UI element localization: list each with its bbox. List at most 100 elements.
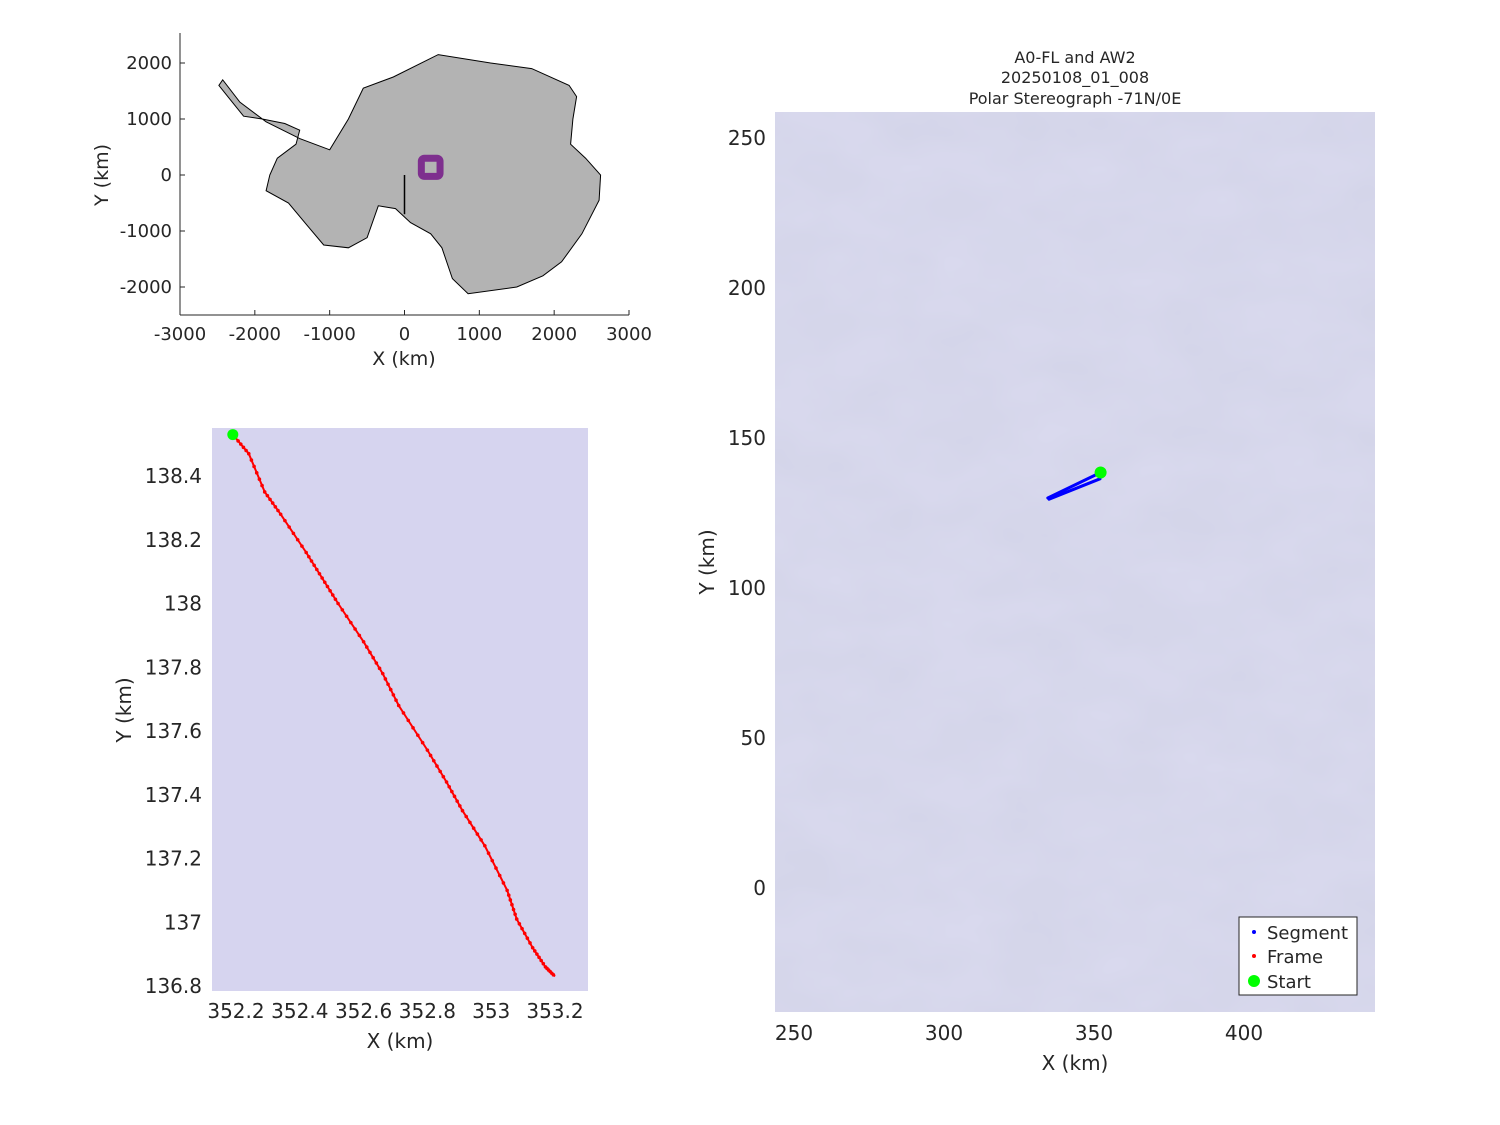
y-ticks: 250 200 150 100 50 0 <box>728 126 766 900</box>
y-tick-label: -1000 <box>120 221 172 242</box>
frame-point <box>368 650 372 655</box>
frame-point <box>438 769 442 774</box>
legend-start-label: Start <box>1267 972 1311 993</box>
frame-point <box>340 608 345 612</box>
frame-point <box>551 973 556 977</box>
y-tick-label: 250 <box>728 126 766 150</box>
x-tick-label: 350 <box>1075 1021 1113 1045</box>
chart-title: A0-FL and AW2 <box>1014 48 1135 67</box>
y-tick-label: 136.8 <box>145 974 202 998</box>
x-tick-label: -3000 <box>154 324 206 345</box>
context-map-panel: 250 300 350 400 250 200 150 100 50 0 A0-FL and A… <box>695 48 1375 1075</box>
frame-point <box>312 563 316 568</box>
y-tick-label: 137.6 <box>145 719 202 743</box>
frame-point <box>431 758 436 763</box>
frame-point <box>246 451 251 456</box>
frame-point <box>514 917 519 921</box>
x-tick-label: 352.8 <box>399 999 456 1023</box>
frame-point <box>468 820 472 825</box>
frame-point <box>425 748 430 752</box>
x-tick-label: 0 <box>399 324 410 345</box>
frame-point <box>522 931 527 936</box>
frame-point <box>265 493 270 498</box>
frame-point <box>238 442 243 446</box>
y-tick-label: 100 <box>728 576 766 600</box>
frame-point <box>497 873 502 878</box>
frame-point <box>528 941 532 945</box>
frame-point <box>460 808 465 813</box>
chart-subtitle-date: 20250108_01_008 <box>1001 68 1149 88</box>
frame-point <box>420 740 425 745</box>
frame-point <box>309 559 314 563</box>
frame-point <box>406 718 411 723</box>
frame-point <box>361 639 366 644</box>
frame-point <box>278 512 283 517</box>
frame-point <box>513 912 517 917</box>
frame-point <box>344 614 349 619</box>
frame-point <box>333 597 338 602</box>
y-tick-label: 137.2 <box>145 847 202 871</box>
frame-point <box>483 843 487 848</box>
x-tick-label: 2000 <box>531 324 577 345</box>
frame-point <box>444 780 449 784</box>
frame-point <box>328 588 332 593</box>
frame-points <box>231 432 556 977</box>
y-axis-label: Y (km) <box>91 144 113 207</box>
y-tick-label: 138.4 <box>145 464 202 488</box>
frame-point <box>532 949 537 953</box>
frame-point <box>283 518 287 523</box>
frame-point <box>357 633 362 638</box>
frame-point <box>394 698 398 702</box>
legend-start-marker <box>1248 975 1260 987</box>
x-tick-label: 300 <box>925 1021 963 1045</box>
y-tick-label: 0 <box>161 165 172 186</box>
frame-point <box>241 445 246 450</box>
frame-point <box>506 893 511 897</box>
frame-point <box>428 753 433 758</box>
frame-point <box>371 655 375 660</box>
frame-point <box>441 774 446 779</box>
y-tick-label: 0 <box>753 876 766 900</box>
y-tick-label: 50 <box>741 726 766 750</box>
x-tick-label: 352.2 <box>207 999 264 1023</box>
y-ticks: 2000 1000 0 -1000 -2000 <box>120 53 185 298</box>
x-ticks: -3000 -2000 -1000 0 1000 2000 3000 <box>154 310 652 345</box>
frame-point <box>300 544 304 548</box>
start-marker <box>1094 466 1107 479</box>
imagery-texture <box>775 112 1375 1012</box>
frame-point <box>254 471 259 475</box>
frame-point <box>364 645 369 649</box>
x-tick-label: 400 <box>1225 1021 1263 1045</box>
segment-line-a <box>1046 471 1103 500</box>
x-tick-label: 3000 <box>606 324 652 345</box>
x-ticks: 250 300 350 400 <box>775 1021 1263 1045</box>
frame-point <box>396 703 401 708</box>
frame-point <box>490 858 495 863</box>
frame-point <box>388 687 393 692</box>
frame-point <box>416 733 420 738</box>
frame-point <box>252 464 256 469</box>
frame-point <box>486 851 491 855</box>
frame-point <box>273 505 278 509</box>
y-ticks: 138.4 138.2 138 137.8 137.6 137.4 137.2 137 136.… <box>145 464 202 998</box>
x-tick-label: -2000 <box>229 324 281 345</box>
y-axis-label: Y (km) <box>112 677 136 743</box>
zoom-track-panel: 352.2 352.4 352.6 352.8 353 353.2 138.4138.21… <box>112 428 588 1053</box>
y-tick-label: 137 <box>164 910 202 934</box>
frame-point <box>530 945 535 950</box>
frame-point <box>535 952 539 956</box>
y-axis-label: Y (km) <box>695 529 719 595</box>
frame-point <box>458 804 462 808</box>
frame-point <box>270 501 275 505</box>
frame-point <box>304 550 308 555</box>
frame-point <box>479 838 483 842</box>
y-tick-label: -2000 <box>120 277 172 298</box>
y-tick-label: 138 <box>164 592 202 616</box>
x-tick-label: 250 <box>775 1021 813 1045</box>
frame-point <box>349 620 353 625</box>
study-area-box <box>417 154 444 180</box>
frame-point <box>322 580 327 585</box>
frame-point <box>353 627 357 631</box>
y-tick-label: 2000 <box>126 53 172 74</box>
legend-segment-marker <box>1252 930 1256 934</box>
